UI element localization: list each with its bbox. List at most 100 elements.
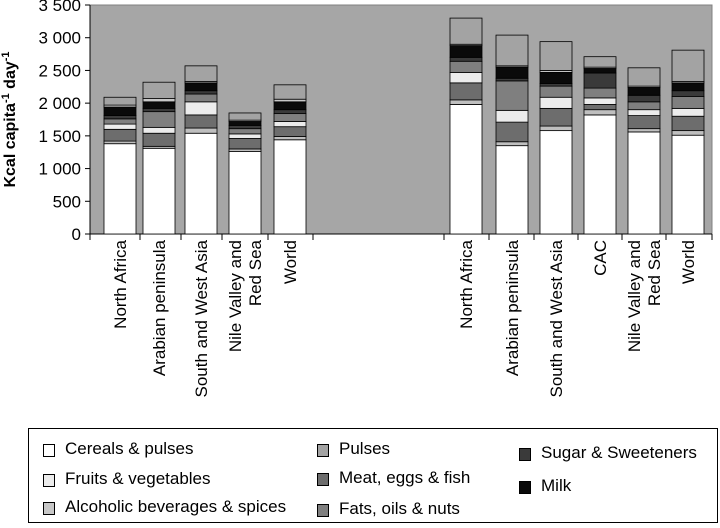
x-category-label: North Africa (111, 239, 130, 328)
bar-segment (627, 101, 661, 111)
legend-swatch-fruits (43, 474, 55, 487)
bar-segment (103, 143, 137, 235)
bar-segment (495, 145, 529, 235)
legend: Cereals & pulses Fruits & vegetables Alc… (28, 428, 718, 523)
legend-swatch-cereals (43, 444, 55, 457)
bar-segment (184, 132, 218, 235)
bar-segment (539, 130, 573, 235)
bar-segment (142, 111, 176, 128)
x-category-label: South and West Asia (547, 239, 566, 397)
legend-label-fruits: Fruits & vegetables (65, 469, 211, 488)
legend-swatch-meat (317, 473, 329, 486)
bar-segment (103, 123, 137, 130)
bar-segment (627, 131, 661, 235)
bar-segment (228, 151, 262, 235)
bar-segment (671, 90, 705, 97)
bar-segment (184, 65, 218, 82)
y-tick-label: 3 000 (38, 29, 81, 48)
bar-segment (273, 84, 307, 100)
bar-segment (539, 107, 573, 127)
bar-segment (539, 71, 573, 84)
bar-segment (627, 87, 661, 96)
y-tick-label: 2 500 (38, 61, 81, 80)
bar-segment (583, 56, 617, 68)
bar-segment (539, 41, 573, 71)
bar-segment (228, 124, 262, 130)
x-category-label: CAC (591, 240, 610, 276)
bar-segment (583, 72, 617, 89)
bar-segment (583, 104, 617, 111)
bar-segment (671, 134, 705, 235)
legend-swatch-sugar (519, 448, 531, 461)
bar-segment (495, 109, 529, 123)
bar-segment (449, 71, 483, 84)
bar-segment (449, 60, 483, 73)
legend-label-sugar: Sugar & Sweeteners (541, 443, 697, 462)
x-category-label: Arabian peninsula (150, 239, 169, 376)
bar-segment (671, 82, 705, 92)
bar-segment (103, 115, 137, 120)
legend-swatch-milk (519, 481, 531, 494)
bar-segment (184, 127, 218, 134)
bar-segment (539, 85, 573, 98)
bar-segment (671, 115, 705, 132)
x-category-label: Nile Valley and (226, 240, 245, 352)
bar-segment (449, 56, 483, 62)
y-tick-label: 500 (53, 192, 81, 211)
bar-segment (627, 94, 661, 103)
bar-segment (184, 82, 218, 92)
stacked-bar-chart: 0 500 1 000 1 500 2 000 2 500 3 000 3 500 Kcal c… (0, 0, 713, 398)
bar-segment (273, 139, 307, 235)
legend-swatch-pulses (317, 444, 329, 457)
bar-segment (103, 118, 137, 125)
bar-segment (449, 45, 483, 58)
bar-segment (627, 109, 661, 116)
bar-segment (539, 96, 573, 109)
bar-segment (228, 128, 262, 135)
bar-segment (273, 136, 307, 141)
legend-label-cereals: Cereals & pulses (65, 439, 194, 458)
plot-area (89, 4, 713, 235)
bar-segment (495, 80, 529, 111)
bar-segment (103, 96, 137, 106)
bar-segment (142, 107, 176, 113)
bar-segment (671, 107, 705, 117)
y-tick-label: 2 000 (38, 94, 81, 113)
bar-segment (495, 121, 529, 143)
x-category-label: Nile Valley and (625, 240, 644, 352)
x-category-label: World (679, 240, 698, 284)
legend-label-alcoholic: Alcoholic beverages & spices (65, 497, 287, 516)
bar-segment (184, 114, 218, 129)
legend-label-meat: Meat, eggs & fish (339, 468, 471, 487)
bar-segment (184, 93, 218, 103)
bar-segment (142, 81, 176, 99)
bar-segment (273, 121, 307, 128)
bar-segment (103, 128, 137, 142)
x-category-label: World (281, 240, 300, 284)
bar-segment (228, 112, 262, 121)
bar-segment (539, 125, 573, 132)
bar-segment (142, 147, 176, 235)
bar-segment (142, 126, 176, 134)
y-tick-label: 1 500 (38, 127, 81, 146)
bar-segment (449, 99, 483, 105)
x-category-label: Arabian peninsula (503, 239, 522, 376)
bar-segment (142, 101, 176, 109)
bar-segment (449, 104, 483, 235)
bar-segment (142, 98, 176, 103)
bar-segment (228, 121, 262, 126)
bar-segment (627, 67, 661, 87)
bar-segment (449, 82, 483, 101)
legend-label-milk: Milk (541, 476, 572, 495)
y-tick-label: 1 000 (38, 160, 81, 179)
bar-segment (273, 113, 307, 122)
x-category-label: South and West Asia (192, 239, 211, 397)
legend-label-fats: Fats, oils & nuts (339, 499, 460, 518)
bar-segment (184, 90, 218, 95)
x-category-label: Red Sea (645, 239, 664, 306)
bar-segment (228, 138, 262, 150)
bar-segment (273, 101, 307, 111)
bar-segment (495, 34, 529, 67)
bar-segment (671, 96, 705, 109)
bar-segment (449, 17, 483, 45)
